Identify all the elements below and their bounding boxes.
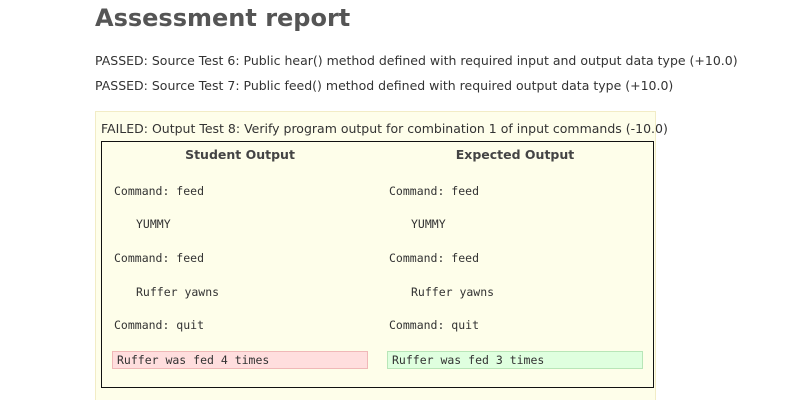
expected-result-match: Ruffer was fed 3 times xyxy=(387,351,643,369)
passed-result-source-test-6: PASSED: Source Test 6: Public hear() met… xyxy=(95,53,738,68)
student-output-line: Command: feed xyxy=(114,251,205,265)
student-output-line: Command: feed xyxy=(114,184,205,198)
expected-output-line: Ruffer yawns xyxy=(411,285,495,299)
page-title: Assessment report xyxy=(95,4,351,32)
student-output-column: Student Output Command: feed YUMMY Comma… xyxy=(110,142,378,387)
failed-test-title: FAILED: Output Test 8: Verify program ou… xyxy=(101,121,668,136)
expected-output-line: Command: feed xyxy=(389,251,480,265)
output-comparison-table: Student Output Command: feed YUMMY Comma… xyxy=(101,141,654,388)
expected-output-column: Expected Output Command: feed YUMMY Comm… xyxy=(385,142,653,387)
student-result-mismatch: Ruffer was fed 4 times xyxy=(112,351,368,369)
student-output-line: Ruffer yawns xyxy=(136,285,220,299)
expected-output-header: Expected Output xyxy=(455,147,575,162)
expected-output-line: Command: feed xyxy=(389,184,480,198)
expected-output-line: YUMMY xyxy=(411,217,446,231)
failed-test-panel: FAILED: Output Test 8: Verify program ou… xyxy=(95,111,668,400)
student-output-line: Command: quit xyxy=(114,318,205,332)
expected-output-line: Command: quit xyxy=(389,318,480,332)
student-output-line: YUMMY xyxy=(136,217,171,231)
student-output-header: Student Output xyxy=(185,147,295,162)
passed-result-source-test-7: PASSED: Source Test 7: Public feed() met… xyxy=(95,78,674,93)
